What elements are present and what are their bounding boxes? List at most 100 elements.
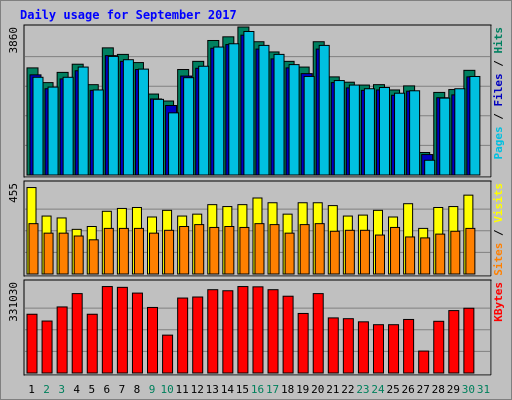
x-tick-label-day-16: 16 <box>251 383 264 396</box>
bar-pages-day-30 <box>469 75 481 176</box>
bar-kbytes-day-11 <box>177 297 189 374</box>
legend-pages: Pages <box>492 126 505 159</box>
x-tick-label-day-24: 24 <box>371 383 385 396</box>
bar-kbytes-day-28 <box>433 320 445 374</box>
bar-pages-day-12 <box>198 65 210 176</box>
x-tick-label-day-3: 3 <box>58 383 65 396</box>
bar-pages-day-10 <box>168 112 180 176</box>
bar-pages-day-13 <box>213 46 225 176</box>
x-tick-label-day-18: 18 <box>281 383 294 396</box>
x-axis-labels: 1 2 3 4 5 6 7 8 9 10 11 12 13 14 15 16 17 18 19 20 21 22 23 24 2… <box>28 383 490 396</box>
x-tick-label-day-31: 31 <box>477 383 490 396</box>
right-axis-label: Sites / Visits <box>492 183 505 276</box>
bar-kbytes-day-30 <box>463 307 475 374</box>
bar-pages-day-24 <box>378 87 390 176</box>
x-tick-label-day-23: 23 <box>356 383 369 396</box>
legend-files: Files <box>492 73 505 106</box>
legend-visits: Visits <box>492 183 505 223</box>
bar-pages-day-22 <box>348 84 360 176</box>
bar-kbytes-day-6 <box>101 286 113 374</box>
bar-sites-day-12 <box>194 224 205 275</box>
bar-pages-day-1 <box>32 76 44 176</box>
x-tick-label-day-26: 26 <box>402 383 415 396</box>
bar-sites-day-29 <box>450 230 461 275</box>
bar-pages-day-25 <box>394 92 406 176</box>
bar-pages-day-5 <box>92 89 104 176</box>
bar-kbytes-day-24 <box>372 324 384 374</box>
y-max-label: 455 <box>7 183 20 203</box>
bar-kbytes-day-15 <box>237 286 249 374</box>
legend-kbytes: KBytes <box>492 282 505 322</box>
bar-pages-day-2 <box>47 86 59 176</box>
bar-kbytes-day-26 <box>403 318 415 374</box>
x-tick-label-day-14: 14 <box>221 383 235 396</box>
bar-pages-day-14 <box>228 43 240 176</box>
legend-sep: / <box>492 107 505 127</box>
bar-sites-day-7 <box>118 227 129 275</box>
bar-sites-day-28 <box>435 233 446 275</box>
bar-pages-day-4 <box>77 66 89 176</box>
bar-kbytes-day-10 <box>162 334 174 374</box>
bar-sites-day-5 <box>88 239 99 275</box>
bar-kbytes-day-29 <box>448 310 460 374</box>
bar-sites-day-2 <box>43 232 54 275</box>
bar-kbytes-day-1 <box>26 313 38 374</box>
bar-sites-day-1 <box>28 223 39 275</box>
bar-kbytes-day-12 <box>192 296 204 374</box>
bar-kbytes-day-8 <box>131 292 143 374</box>
bar-pages-day-16 <box>258 44 270 176</box>
bar-sites-day-13 <box>209 226 220 275</box>
bar-sites-day-16 <box>254 223 265 275</box>
bar-sites-day-11 <box>179 226 190 275</box>
bar-kbytes-day-16 <box>252 286 264 374</box>
bar-pages-day-17 <box>273 53 285 176</box>
bar-pages-day-23 <box>363 88 375 176</box>
bar-pages-day-28 <box>439 97 451 176</box>
bar-pages-day-6 <box>107 55 119 176</box>
x-tick-label-day-22: 22 <box>341 383 354 396</box>
x-tick-label-day-1: 1 <box>28 383 35 396</box>
bar-sites-day-25 <box>390 226 401 275</box>
bar-sites-day-15 <box>239 226 250 275</box>
bar-kbytes-day-19 <box>297 312 309 374</box>
bar-sites-day-14 <box>224 226 235 275</box>
bar-sites-day-24 <box>374 234 385 275</box>
bar-sites-day-30 <box>465 227 476 275</box>
x-tick-label-day-20: 20 <box>311 383 324 396</box>
x-tick-label-day-9: 9 <box>149 383 156 396</box>
bar-sites-day-4 <box>73 235 84 275</box>
x-tick-label-day-12: 12 <box>191 383 204 396</box>
legend-hits: Hits <box>492 27 505 54</box>
bar-sites-day-18 <box>284 232 295 275</box>
bar-sites-day-19 <box>299 224 310 275</box>
bar-pages-day-3 <box>62 76 74 176</box>
panel-2: 455 Sites / Visits <box>7 180 505 277</box>
bar-sites-day-20 <box>314 223 325 275</box>
x-tick-label-day-25: 25 <box>386 383 399 396</box>
bar-kbytes-day-17 <box>267 289 279 374</box>
x-tick-label-day-27: 27 <box>417 383 430 396</box>
bar-kbytes-day-22 <box>342 318 354 374</box>
bar-pages-day-26 <box>409 90 421 176</box>
bar-sites-day-8 <box>133 227 144 275</box>
bar-sites-day-21 <box>329 230 340 275</box>
legend-sites: Sites <box>492 243 505 276</box>
bar-kbytes-day-2 <box>41 320 53 374</box>
bar-pages-day-20 <box>318 44 330 176</box>
bar-pages-day-19 <box>303 75 315 176</box>
legend-sep: / <box>492 223 505 243</box>
bar-sites-day-27 <box>420 237 431 275</box>
right-axis-label: Pages / Files / Hits <box>492 27 505 160</box>
bar-sites-day-10 <box>164 229 175 275</box>
bar-kbytes-day-3 <box>56 306 68 374</box>
bar-kbytes-day-9 <box>147 306 159 374</box>
x-tick-label-day-11: 11 <box>176 383 189 396</box>
bar-sites-day-26 <box>405 236 416 275</box>
legend-sep: / <box>492 54 505 74</box>
bar-pages-day-9 <box>153 98 165 176</box>
bar-sites-day-17 <box>269 224 280 275</box>
bar-kbytes-day-20 <box>312 293 324 374</box>
x-tick-label-day-30: 30 <box>462 383 475 396</box>
x-tick-label-day-15: 15 <box>236 383 249 396</box>
